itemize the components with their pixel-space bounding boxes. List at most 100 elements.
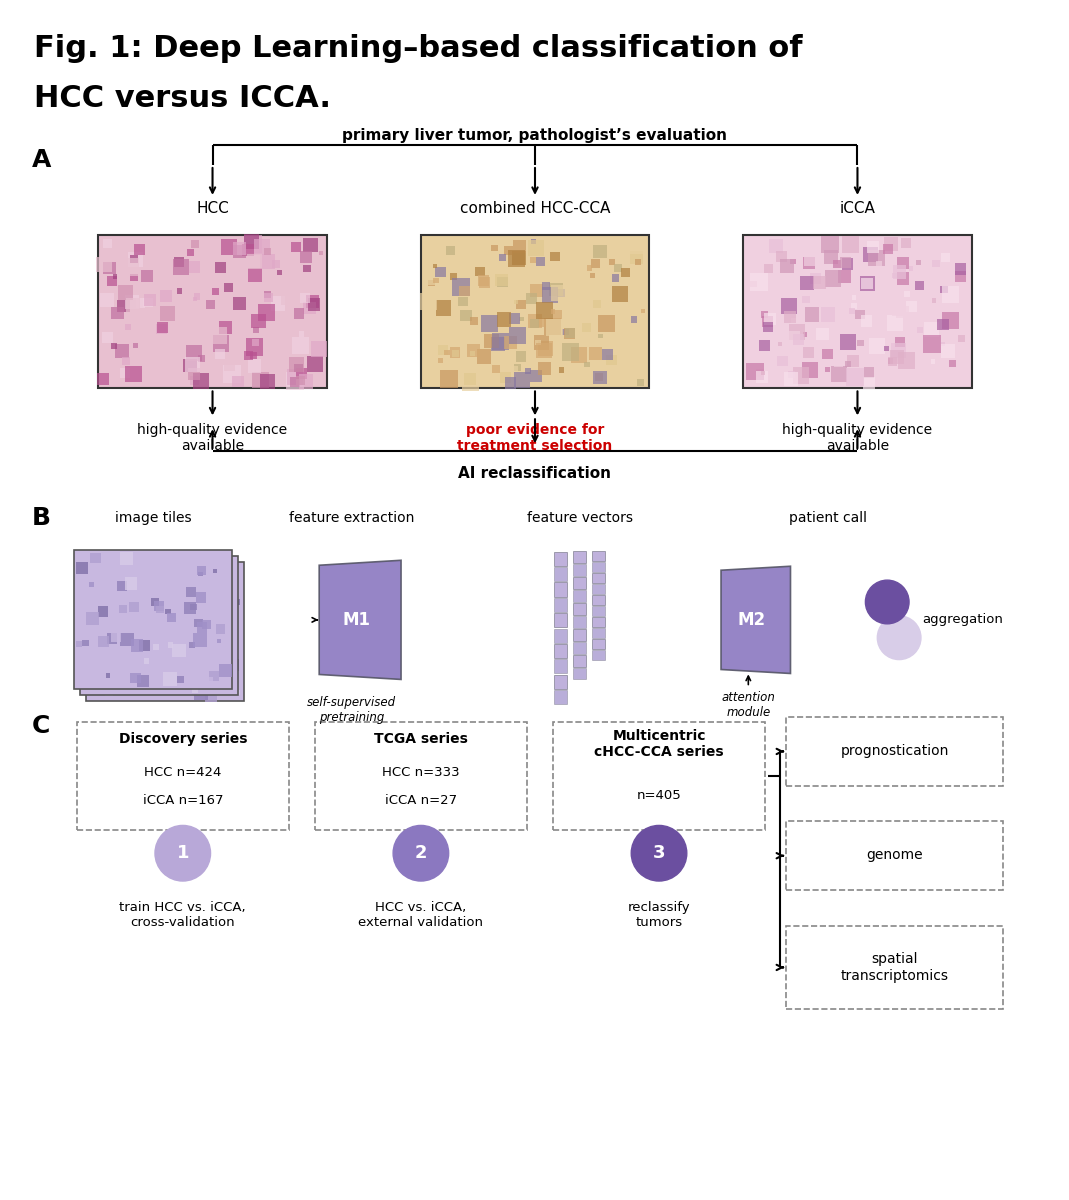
Bar (233, 241, 246, 254)
Bar (153, 643, 159, 649)
Text: HCC versus ICCA.: HCC versus ICCA. (34, 84, 331, 113)
Bar (186, 587, 196, 596)
Bar (467, 260, 483, 277)
Bar (134, 244, 145, 254)
Bar (158, 684, 167, 694)
Text: primary liver tumor, pathologist’s evaluation: primary liver tumor, pathologist’s evalu… (342, 128, 728, 143)
Bar (555, 598, 568, 612)
Bar (538, 361, 551, 374)
Bar (83, 570, 90, 576)
Bar (184, 602, 196, 614)
Bar (251, 338, 260, 346)
Text: iCCA n=167: iCCA n=167 (142, 793, 223, 806)
Circle shape (866, 580, 909, 624)
Bar (107, 602, 112, 608)
Bar (429, 280, 435, 286)
Bar (897, 257, 909, 269)
Text: Discovery series: Discovery series (119, 732, 247, 746)
Bar (539, 341, 554, 355)
Bar (294, 364, 303, 372)
Bar (142, 301, 146, 306)
Bar (120, 368, 129, 378)
Bar (153, 308, 157, 313)
Bar (513, 240, 526, 253)
Bar (139, 587, 143, 592)
Bar (300, 251, 312, 263)
Bar (114, 601, 124, 611)
Bar (212, 584, 221, 594)
Bar (445, 349, 450, 355)
Bar (544, 318, 561, 336)
Bar (573, 604, 586, 614)
Text: patient call: patient call (789, 511, 867, 524)
Bar (82, 610, 92, 619)
Text: feature extraction: feature extraction (289, 511, 414, 524)
Bar (592, 551, 605, 562)
Bar (497, 277, 508, 287)
Bar (158, 595, 164, 600)
Bar (883, 244, 894, 254)
Bar (838, 270, 851, 283)
Bar (103, 240, 112, 248)
Bar (143, 588, 158, 602)
Bar (181, 674, 185, 679)
Bar (117, 574, 126, 583)
Bar (213, 335, 230, 352)
Bar (166, 608, 171, 614)
Bar (166, 344, 173, 352)
Bar (105, 689, 113, 696)
Bar (809, 288, 815, 292)
Bar (294, 308, 305, 319)
Bar (143, 566, 152, 575)
Bar (98, 636, 109, 647)
Bar (176, 649, 187, 660)
Bar (475, 266, 484, 276)
Bar (201, 565, 211, 575)
FancyBboxPatch shape (743, 234, 972, 389)
Bar (897, 272, 909, 284)
Bar (792, 344, 803, 354)
Bar (177, 676, 184, 683)
Bar (769, 239, 783, 253)
Bar (611, 287, 629, 302)
Bar (207, 677, 213, 683)
Bar (251, 313, 266, 329)
Bar (491, 337, 505, 350)
Text: high-quality evidence
available: high-quality evidence available (783, 424, 932, 454)
Bar (446, 246, 454, 254)
Bar (184, 605, 198, 618)
Polygon shape (320, 560, 401, 679)
Bar (192, 298, 197, 301)
Bar (459, 296, 468, 306)
Bar (122, 665, 135, 677)
Bar (165, 367, 179, 382)
Bar (311, 341, 327, 358)
Bar (125, 366, 142, 383)
Bar (892, 272, 897, 278)
Bar (509, 250, 525, 268)
Bar (157, 562, 168, 572)
Bar (855, 310, 865, 319)
Bar (142, 624, 155, 637)
Bar (822, 348, 833, 360)
Bar (851, 302, 856, 308)
Bar (215, 349, 224, 359)
Bar (264, 293, 273, 301)
Bar (259, 304, 275, 320)
Bar (562, 343, 579, 360)
Text: attention
module: attention module (722, 691, 775, 719)
Bar (129, 602, 139, 612)
Bar (143, 298, 153, 307)
Text: B: B (32, 505, 51, 529)
FancyBboxPatch shape (98, 234, 327, 389)
Bar (111, 306, 124, 319)
Bar (909, 266, 913, 271)
Bar (232, 376, 244, 388)
Bar (833, 260, 841, 269)
Bar (559, 367, 564, 373)
Bar (176, 288, 182, 294)
Bar (217, 638, 221, 643)
Bar (292, 337, 309, 354)
Bar (125, 577, 137, 589)
Bar (196, 592, 206, 602)
